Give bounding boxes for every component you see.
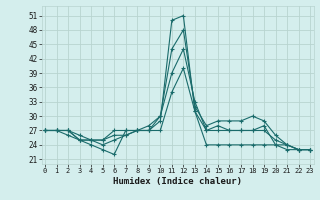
X-axis label: Humidex (Indice chaleur): Humidex (Indice chaleur) bbox=[113, 177, 242, 186]
